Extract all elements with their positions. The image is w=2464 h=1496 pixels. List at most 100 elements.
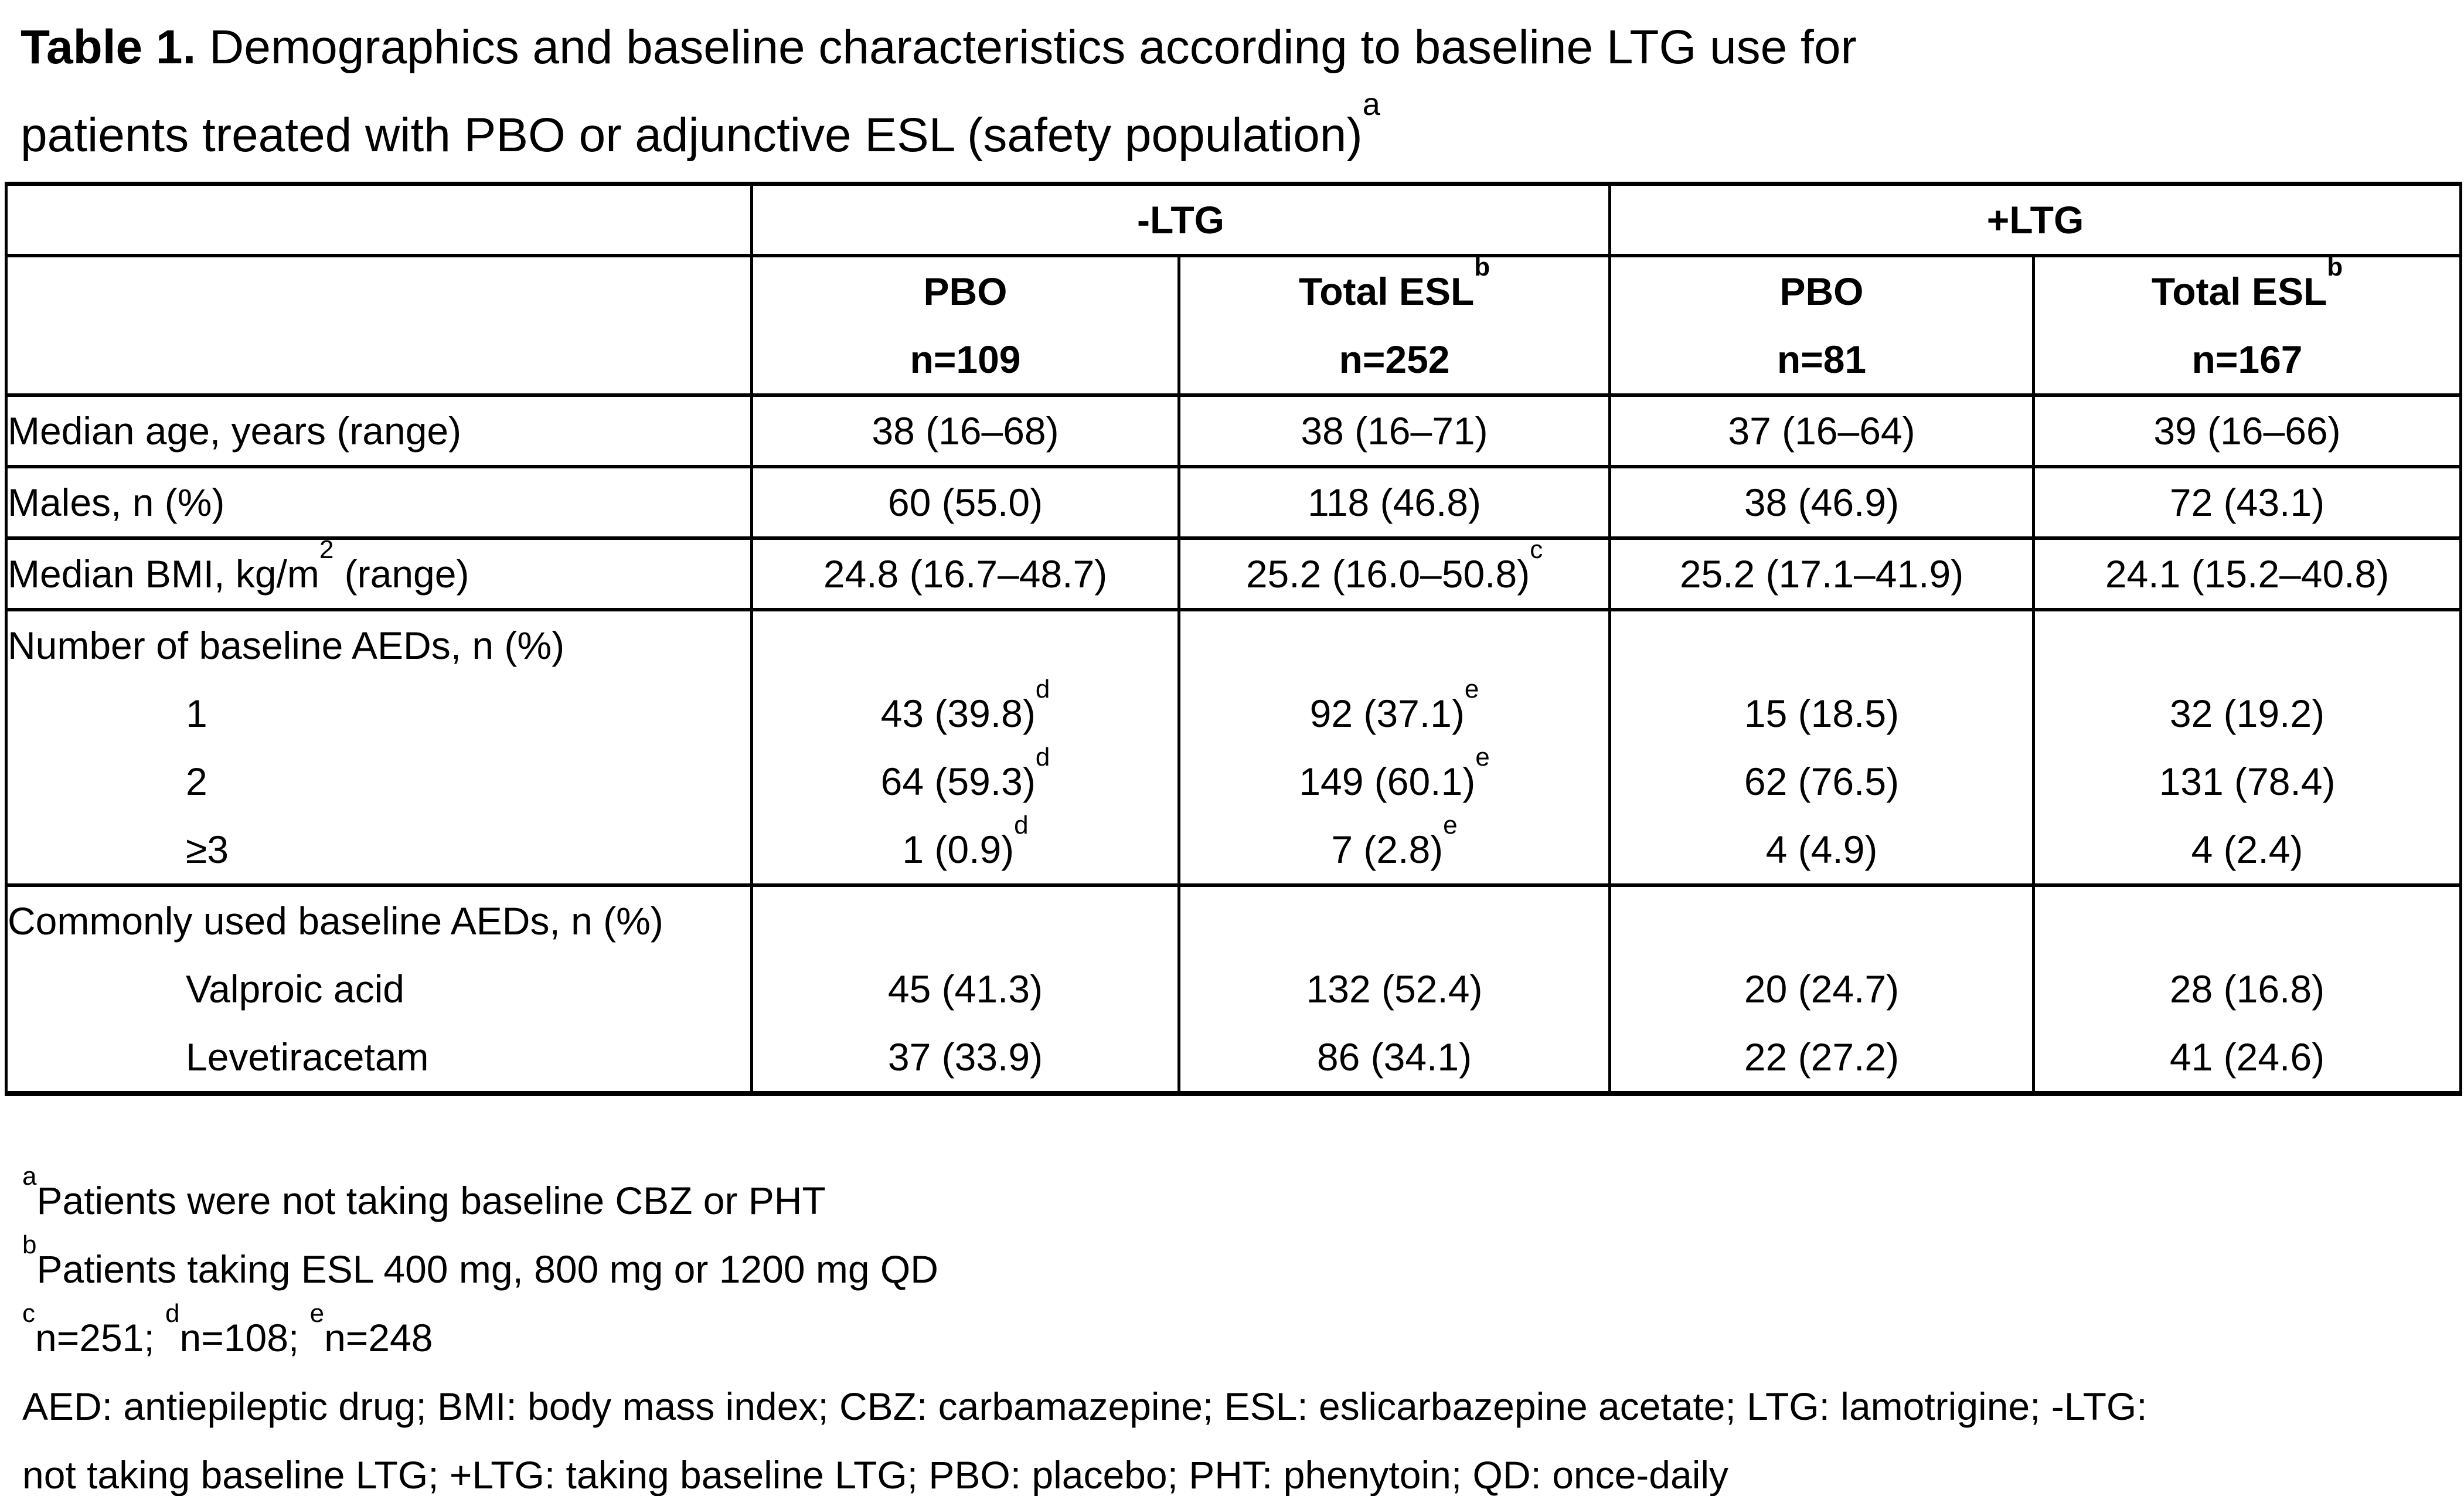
footnote-b: bPatients taking ESL 400 mg, 800 mg or 1…: [22, 1230, 938, 1291]
sub-row-label: Levetiracetam: [186, 1035, 429, 1079]
cell-value: 25.2 (16.0–50.8)c: [1177, 536, 1611, 611]
superscript-2: 2: [319, 538, 334, 564]
cell-value: 22 (27.2): [1744, 1035, 1900, 1079]
cell-value: 132 (52.4): [1306, 967, 1483, 1011]
cell-value: 25.2 (17.1–41.9): [1608, 536, 2035, 611]
footnote-a: aPatients were not taking baseline CBZ o…: [22, 1162, 826, 1223]
cell-value: 60 (55.0): [750, 465, 1180, 540]
column-header-esl-plus-ltg: Total ESLb n=167: [2032, 254, 2462, 397]
table-caption-text: Demographics and baseline characteristic…: [196, 21, 1857, 74]
group-cell: 43 (39.8)d 64 (59.3)d 1 (0.9)d: [750, 608, 1180, 887]
cell-value: 45 (41.3): [887, 967, 1043, 1011]
cell-value: 32 (19.2): [2169, 692, 2325, 735]
footnote-marker-e: e: [309, 1299, 325, 1328]
column-header-n: n=167: [2191, 338, 2303, 381]
row-median-bmi: Median BMI, kg/m2 (range) 24.8 (16.7–48.…: [5, 536, 2462, 611]
sub-row-label: 2: [186, 760, 207, 803]
column-header-drug: Total ESL: [2151, 270, 2327, 313]
sub-row-label: 1: [186, 692, 207, 735]
column-header-row: PBO n=109 Total ESLb n=252 PBO n=81 Tota…: [5, 254, 2462, 397]
group-header-minus-ltg: -LTG: [750, 182, 1611, 257]
cell-value: 15 (18.5): [1744, 692, 1900, 735]
footnote-marker-c: c: [22, 1299, 35, 1328]
corner-empty-cell: [5, 182, 753, 257]
cell-value: 38 (16–68): [750, 393, 1180, 468]
table-caption-line1: Table 1. Demographics and baseline chara…: [21, 4, 2394, 91]
group-cell: 132 (52.4) 86 (34.1): [1177, 883, 1611, 1096]
footnote-marker-e: e: [1464, 675, 1479, 703]
footnote-marker-a: a: [22, 1162, 37, 1191]
group-row-title: Commonly used baseline AEDs, n (%): [8, 899, 663, 943]
column-header-n: n=81: [1776, 338, 1867, 381]
cell-value: 86 (34.1): [1316, 1035, 1472, 1079]
row-median-age: Median age, years (range) 38 (16–68) 38 …: [5, 393, 2462, 468]
group-cell: 28 (16.8) 41 (24.6): [2032, 883, 2462, 1096]
cell-value: 37 (33.9): [887, 1035, 1043, 1079]
row-label: Median age, years (range): [5, 393, 753, 468]
demographics-table: -LTG +LTG PBO n=109 Total ESLb n=252 PBO…: [5, 182, 2462, 1096]
cell-value: 38 (16–71): [1177, 393, 1611, 468]
cell-value: 72 (43.1): [2032, 465, 2462, 540]
footnote-marker-c: c: [1530, 538, 1543, 564]
cell-value: 39 (16–66): [2032, 393, 2462, 468]
column-header-drug: PBO: [1779, 270, 1864, 313]
table-caption-number: Table 1.: [21, 21, 196, 74]
column-header-empty-cell: [5, 254, 753, 397]
column-header-pbo-plus-ltg: PBO n=81: [1608, 254, 2035, 397]
cell-value: 118 (46.8): [1177, 465, 1611, 540]
cell-value: 38 (46.9): [1608, 465, 2035, 540]
footnote-marker-b: b: [2327, 256, 2343, 281]
row-males: Males, n (%) 60 (55.0) 118 (46.8) 38 (46…: [5, 465, 2462, 540]
cell-value: 4 (2.4): [2191, 828, 2303, 871]
table-caption-footnote-marker-a: a: [1362, 86, 1380, 122]
footnote-abbreviations-line1: AED: antiepileptic drug; BMI: body mass …: [22, 1385, 2148, 1428]
footnote-marker-d: d: [165, 1299, 180, 1328]
cell-value: 37 (16–64): [1608, 393, 2035, 468]
group-row-labels: Commonly used baseline AEDs, n (%) Valpr…: [5, 883, 753, 1096]
cell-value: 43 (39.8)d: [880, 675, 1050, 736]
column-header-esl-minus-ltg: Total ESLb n=252: [1177, 254, 1611, 397]
cell-value: 131 (78.4): [2159, 760, 2336, 803]
cell-value: 64 (59.3)d: [880, 743, 1050, 804]
cell-value: 1 (0.9)d: [902, 811, 1029, 872]
row-label: Median BMI, kg/m2 (range): [5, 536, 753, 611]
footnote-cde: cn=251; dn=108; en=248: [22, 1299, 433, 1360]
column-header-n: n=252: [1339, 338, 1450, 381]
group-cell: 32 (19.2) 131 (78.4) 4 (2.4): [2032, 608, 2462, 887]
cell-value: 28 (16.8): [2169, 967, 2325, 1011]
table-caption-line2: patients treated with PBO or adjunctive …: [21, 89, 2394, 179]
sub-row-label: ≥3: [186, 828, 229, 871]
column-header-drug: Total ESL: [1298, 270, 1475, 313]
footnote-abbreviations-line2: not taking baseline LTG; +LTG: taking ba…: [22, 1453, 1729, 1496]
cell-value: 7 (2.8)e: [1331, 811, 1458, 872]
group-row-labels: Number of baseline AEDs, n (%) 1 2 ≥3: [5, 608, 753, 887]
cell-value: 24.8 (16.7–48.7): [750, 536, 1180, 611]
footnote-marker-e: e: [1443, 811, 1458, 839]
column-header-drug: PBO: [923, 270, 1008, 313]
footnotes: aPatients were not taking baseline CBZ o…: [22, 1162, 2429, 1496]
footnote-marker-d: d: [1035, 743, 1050, 771]
group-header-plus-ltg: +LTG: [1608, 182, 2462, 257]
cell-value: 20 (24.7): [1744, 967, 1900, 1011]
group-cell: 20 (24.7) 22 (27.2): [1608, 883, 2035, 1096]
table-caption: Table 1. Demographics and baseline chara…: [21, 4, 2394, 179]
row-commonly-used-baseline-aeds: Commonly used baseline AEDs, n (%) Valpr…: [5, 883, 2462, 1096]
cell-value: 4 (4.9): [1765, 828, 1878, 871]
footnote-marker-e: e: [1475, 743, 1490, 771]
cell-value: 24.1 (15.2–40.8): [2032, 536, 2462, 611]
cell-value: 92 (37.1)e: [1309, 675, 1479, 736]
column-header-n: n=109: [910, 338, 1021, 381]
group-row-title: Number of baseline AEDs, n (%): [8, 624, 565, 667]
group-cell: 92 (37.1)e 149 (60.1)e 7 (2.8)e: [1177, 608, 1611, 887]
footnote-marker-b: b: [1474, 256, 1490, 281]
column-header-pbo-minus-ltg: PBO n=109: [750, 254, 1180, 397]
group-header-row: -LTG +LTG: [5, 182, 2462, 257]
table-caption-text2: patients treated with PBO or adjunctive …: [21, 108, 1363, 162]
footnote-marker-d: d: [1035, 675, 1050, 703]
cell-value: 62 (76.5): [1744, 760, 1900, 803]
footnote-marker-d: d: [1014, 811, 1029, 839]
row-label: Males, n (%): [5, 465, 753, 540]
footnote-marker-b: b: [22, 1230, 37, 1259]
sub-row-label: Valproic acid: [186, 967, 404, 1011]
